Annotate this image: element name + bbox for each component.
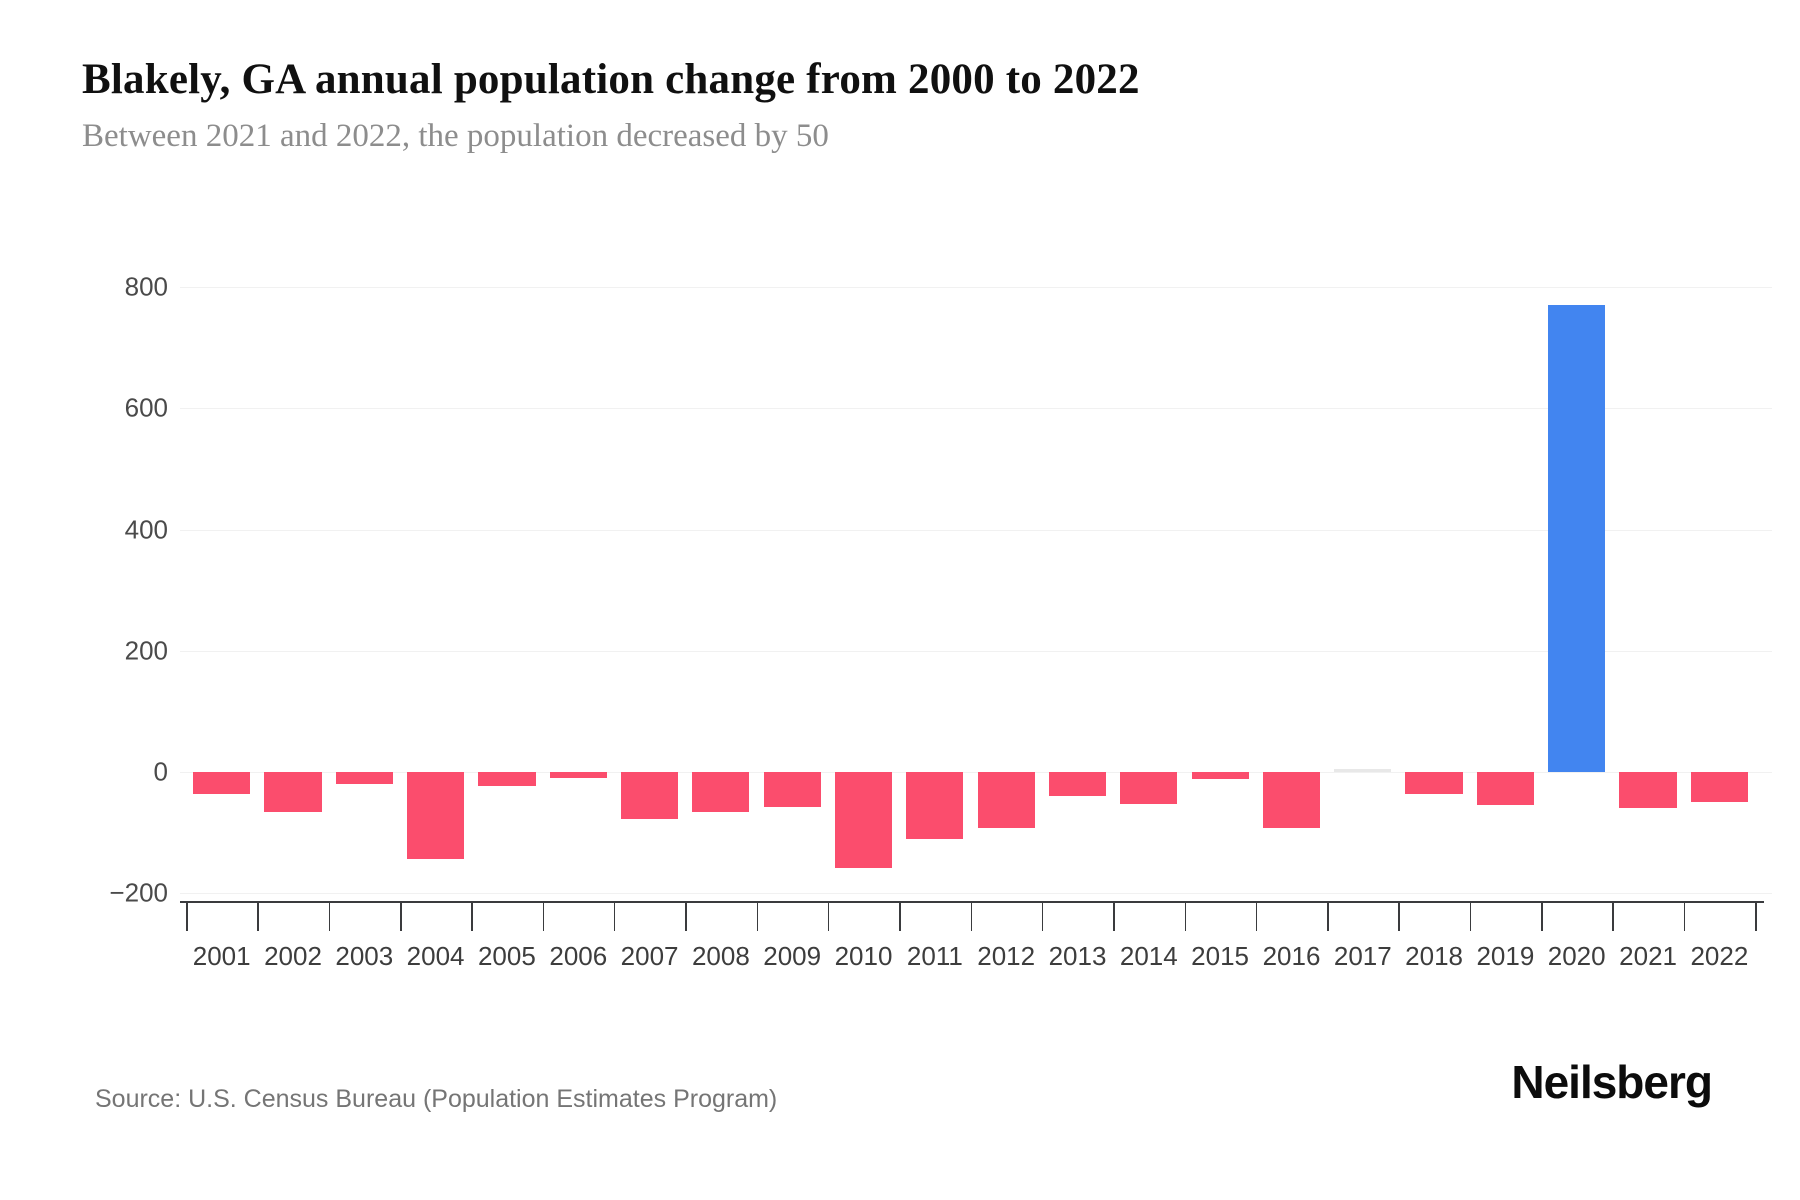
x-axis-tick-7 [685,901,687,931]
x-axis-tick-14 [1184,901,1186,931]
x-axis-tick-1 [257,901,259,931]
y-gridline-600 [180,408,1772,410]
bar-2003[interactable] [335,772,393,785]
x-axis-label-2021: 2021 [1619,941,1678,971]
bar-2021[interactable] [1619,772,1677,808]
x-axis-tick-0 [186,901,188,931]
x-axis-label-2005: 2005 [477,941,536,971]
x-axis-tick-2 [328,901,331,931]
x-axis-label-2009: 2009 [763,941,822,971]
x-axis-tick-12 [1041,901,1044,931]
x-axis-label-2007: 2007 [620,941,679,971]
x-axis-label-2018: 2018 [1405,941,1464,971]
x-axis-label-2001: 2001 [192,941,251,971]
x-axis-label-2013: 2013 [1048,941,1107,971]
x-axis-label-2015: 2015 [1191,941,1250,971]
bar-2022[interactable] [1690,772,1748,803]
bar-2002[interactable] [264,772,322,812]
bar-2001[interactable] [193,772,251,794]
bar-2013[interactable] [1048,772,1107,796]
y-axis-label--200: −200 [109,877,168,908]
y-axis-label-800: 800 [124,271,168,302]
x-axis-tick-15 [1255,901,1258,931]
bar-2009[interactable] [763,772,821,808]
bar-2008[interactable] [692,772,750,812]
x-axis-tick-20 [1612,901,1614,931]
x-axis-label-2017: 2017 [1333,941,1392,971]
bar-2006[interactable] [549,772,607,778]
bar-2018[interactable] [1405,772,1463,794]
x-axis-label-2003: 2003 [335,941,394,971]
x-axis-label-2014: 2014 [1119,941,1178,971]
x-axis-label-2006: 2006 [549,941,608,971]
x-axis-label-2019: 2019 [1476,941,1535,971]
x-axis-label-2020: 2020 [1547,941,1606,971]
chart-title: Blakely, GA annual population change fro… [82,56,1140,103]
y-gridline-400 [180,529,1772,531]
x-axis-label-2012: 2012 [977,941,1036,971]
x-axis-tick-18 [1469,901,1472,931]
x-axis-tick-5 [542,901,545,931]
bar-2020[interactable] [1548,305,1606,772]
y-gridline-0 [180,772,1772,773]
bar-2014[interactable] [1120,772,1178,804]
y-gridline--200 [180,893,1772,895]
chart-subtitle: Between 2021 and 2022, the population de… [82,118,829,154]
y-axis-label-600: 600 [124,392,168,423]
x-axis-tick-16 [1327,901,1329,931]
x-axis-label-2010: 2010 [834,941,893,971]
x-axis-tick-19 [1541,901,1543,931]
x-axis-tick-3 [400,901,402,931]
bar-2010[interactable] [834,772,893,868]
y-gridline-200 [180,650,1772,652]
x-axis-label-2004: 2004 [406,941,465,971]
x-axis-tick-10 [899,901,901,931]
x-axis-line [180,901,1764,903]
brand-logo: Neilsberg [1511,1056,1713,1108]
x-axis-tick-17 [1398,901,1400,931]
y-gridline-800 [180,287,1772,288]
bar-2011[interactable] [906,772,964,840]
source-note: Source: U.S. Census Bureau (Population E… [95,1085,778,1113]
bar-2012[interactable] [977,772,1035,828]
x-axis-tick-6 [613,901,616,931]
bar-2016[interactable] [1262,772,1321,828]
x-axis-tick-21 [1683,901,1686,931]
x-axis-tick-22 [1755,901,1757,931]
x-axis-tick-11 [970,901,972,931]
bar-2007[interactable] [620,772,679,820]
bar-2019[interactable] [1476,772,1535,806]
x-axis-tick-8 [756,901,759,931]
x-axis-label-2016: 2016 [1262,941,1321,971]
y-axis-label-400: 400 [124,514,168,544]
x-axis-label-2011: 2011 [906,941,963,971]
bar-2015[interactable] [1191,772,1249,779]
bar-2004[interactable] [407,772,465,860]
y-axis-label-200: 200 [124,635,168,666]
x-axis-tick-9 [827,901,830,931]
x-axis-tick-13 [1113,901,1115,931]
bar-2005[interactable] [478,772,536,786]
x-axis-label-2022: 2022 [1690,941,1749,971]
x-axis-label-2002: 2002 [264,941,322,971]
x-axis-label-2008: 2008 [691,941,750,971]
y-axis-label-0: 0 [153,756,168,787]
x-axis-tick-4 [471,901,473,931]
bar-2017[interactable] [1334,769,1392,772]
